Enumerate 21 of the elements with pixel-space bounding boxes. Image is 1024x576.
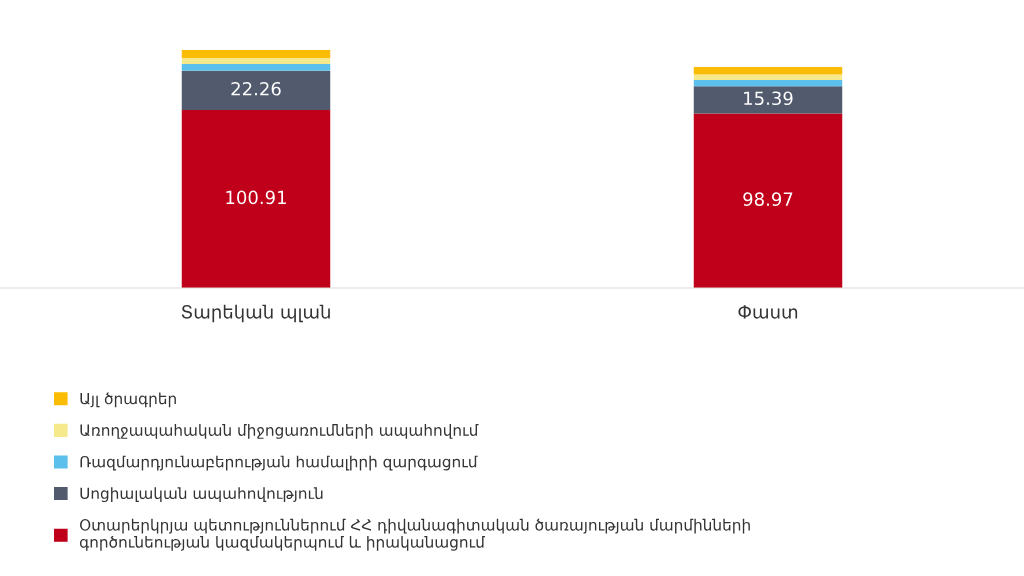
x-tick-label: Տարեկան պլան <box>181 304 330 323</box>
bar <box>693 74 843 81</box>
legend-label: Սոցիալական ապահովություն <box>80 487 323 503</box>
bar <box>693 113 843 288</box>
legend-label: Օտարերկրյա պետություններում ՀՀ դիվանագիտական ծառայության մարմինների գործունեության կազմակերպում և իրականացում <box>80 518 750 551</box>
x-tick-label: Փաստ <box>738 305 798 319</box>
bar <box>181 110 331 288</box>
data-label: 100.91 <box>226 190 286 205</box>
bar <box>181 64 331 71</box>
bar <box>181 58 331 65</box>
data-label: 22.26 <box>231 81 281 96</box>
data-label: 15.39 <box>744 91 793 106</box>
bar <box>181 70 331 111</box>
bar <box>693 80 843 87</box>
data-label: 98.97 <box>743 192 793 206</box>
legend-label: Առողջապահական միջոցառումների ապահովում <box>80 424 479 439</box>
legend-label: Ռազմարդյունաբերության համալիրի զարգացում <box>80 455 478 471</box>
legend-label: Այլ ծրագրեր <box>80 392 176 408</box>
bar <box>693 67 843 75</box>
bar <box>693 86 843 114</box>
bar <box>181 50 331 59</box>
